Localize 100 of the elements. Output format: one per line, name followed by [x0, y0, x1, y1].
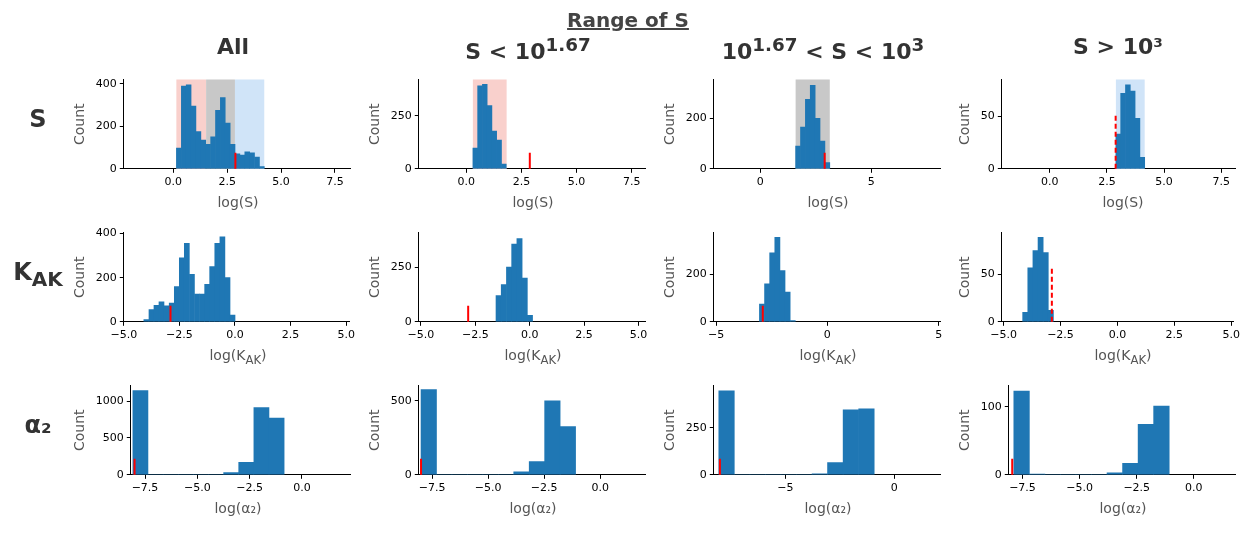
x-tick-label: −2.5	[1123, 481, 1151, 495]
x-axis-title: log(S)	[511, 194, 555, 210]
x-tick-label: 5	[935, 328, 943, 342]
x-tick-label: 0.0	[1041, 175, 1059, 189]
y-axis-title: Count	[71, 408, 88, 451]
y-tick-label: 1000	[95, 393, 124, 407]
x-tick-label: 0	[890, 481, 898, 495]
x-tick-label: 2.5	[218, 175, 236, 189]
x-axis-title: log(S)	[806, 194, 850, 210]
y-axis-title: Count	[661, 408, 678, 451]
x-tick-label: 0	[823, 328, 831, 342]
x-tick-label: 2.5	[1165, 328, 1184, 342]
x-tick-label: 5.0	[567, 175, 586, 189]
y-tick-label: 250	[685, 420, 707, 434]
x-axis-title: log(K$_{AK}$)	[1093, 347, 1153, 367]
y-tick-label: 0	[699, 314, 707, 328]
x-axis-title: log(α₂)	[803, 500, 853, 516]
y-tick-label: 250	[390, 259, 412, 273]
x-tick-label: −5.0	[990, 328, 1017, 342]
y-tick-label: 0	[109, 161, 117, 175]
x-tick-label: −5.0	[183, 481, 211, 495]
x-tick-label: 2.5	[1098, 175, 1116, 189]
x-tick-label: 7.5	[623, 175, 641, 189]
y-tick-label: 50	[980, 109, 995, 123]
y-axis-title: Count	[71, 102, 88, 145]
y-axis-title: Count	[661, 255, 678, 298]
x-tick-label: 7.5	[1212, 175, 1231, 189]
x-tick-label: 5.0	[337, 328, 355, 342]
y-tick-label: 400	[95, 76, 117, 90]
y-tick-label: 50	[980, 267, 995, 281]
y-tick-label: 500	[390, 393, 412, 407]
x-tick-label: 5.0	[629, 328, 648, 342]
chart-title: All	[215, 34, 251, 59]
y-axis-title: Count	[661, 102, 678, 145]
x-axis-title: log(K$_{AK}$)	[503, 347, 563, 367]
text: α₂	[23, 411, 53, 439]
x-tick-label: 0	[756, 175, 764, 189]
y-axis-title: Count	[956, 255, 973, 298]
x-axis-title: log(S)	[216, 194, 260, 210]
x-axis-title: log(α₂)	[508, 500, 558, 516]
text: S	[28, 105, 48, 133]
y-tick-label: 0	[987, 161, 995, 175]
y-tick-label: 0	[994, 467, 1002, 481]
x-tick-label: 0.0	[1185, 481, 1203, 495]
x-tick-label: 5.0	[1155, 175, 1173, 189]
text: K$_{AK}$	[12, 258, 64, 291]
x-axis-title: log(α₂)	[213, 500, 263, 516]
y-tick-label: 0	[987, 314, 995, 328]
y-axis-title: Count	[956, 102, 973, 145]
x-tick-label: −7.5	[131, 481, 159, 495]
y-tick-label: 200	[685, 267, 707, 281]
y-tick-label: 0	[109, 314, 117, 328]
y-tick-label: 0	[404, 467, 412, 481]
x-axis-title: log(α₂)	[1098, 500, 1148, 516]
x-tick-label: 5.0	[1222, 328, 1240, 342]
y-tick-label: 200	[95, 119, 117, 133]
y-tick-label: 200	[685, 111, 707, 125]
x-tick-label: −7.5	[418, 481, 446, 495]
y-tick-label: 200	[95, 270, 117, 284]
x-tick-label: −5	[707, 328, 725, 342]
y-tick-label: 0	[699, 467, 707, 481]
y-tick-label: 0	[404, 161, 412, 175]
x-axis-title: log(K$_{AK}$)	[798, 347, 858, 367]
x-axis-title: log(K$_{AK}$)	[208, 347, 268, 367]
x-axis-title: log(S)	[1101, 194, 1145, 210]
x-tick-label: 0.0	[591, 481, 609, 495]
x-tick-label: −2.5	[236, 481, 263, 495]
chart-title: 10$^{1.67}$ < S < 10$^{3}$	[720, 34, 926, 65]
chart-title: S > 10³	[1072, 34, 1164, 59]
x-tick-label: 0.0	[1108, 328, 1127, 342]
x-tick-label: −5.0	[1066, 481, 1093, 495]
y-axis-title: Count	[956, 408, 973, 451]
x-tick-label: −5.0	[110, 328, 138, 342]
y-axis-title: Count	[366, 255, 383, 298]
y-tick-label: 500	[102, 430, 124, 444]
x-tick-label: −2.5	[166, 328, 193, 342]
y-axis-title: Count	[366, 102, 383, 145]
chart-title: S < 10$^{1.67}$	[464, 34, 592, 65]
x-tick-label: −2.5	[530, 481, 558, 495]
x-tick-label: −7.5	[1009, 481, 1036, 495]
y-axis-title: Count	[71, 255, 88, 298]
y-tick-label: 250	[390, 108, 412, 122]
x-tick-label: −5.0	[474, 481, 502, 495]
x-tick-label: 7.5	[326, 175, 344, 189]
x-tick-label: 0.0	[226, 328, 244, 342]
x-tick-label: 2.5	[575, 328, 593, 342]
x-tick-label: 0.0	[520, 328, 539, 342]
y-tick-label: 100	[980, 399, 1002, 413]
x-tick-label: −2.5	[1047, 328, 1074, 342]
x-tick-label: 5	[867, 175, 875, 189]
y-axis-title: Count	[366, 408, 383, 451]
y-tick-label: 0	[404, 314, 412, 328]
x-tick-label: −5	[777, 481, 794, 495]
x-tick-label: 2.5	[512, 175, 531, 189]
text: Range of S	[566, 8, 690, 32]
x-tick-label: 0.0	[457, 175, 475, 189]
y-tick-label: 0	[116, 467, 124, 481]
x-tick-label: −5.0	[407, 328, 435, 342]
x-tick-label: 2.5	[281, 328, 300, 342]
x-tick-label: −2.5	[461, 328, 489, 342]
